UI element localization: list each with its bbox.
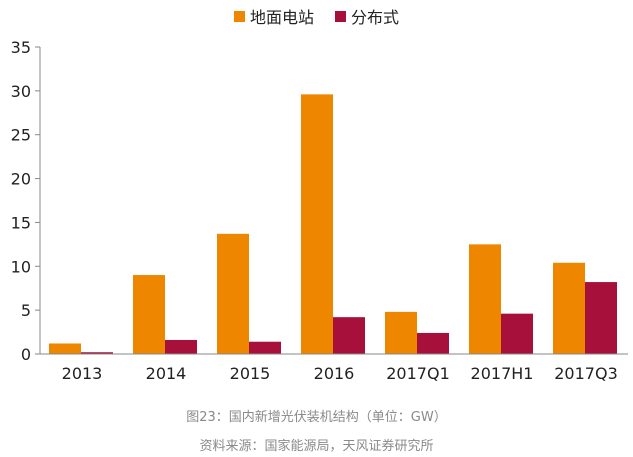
legend-swatch-series-1 <box>233 10 245 22</box>
bar-2016-series-1 <box>301 94 333 354</box>
y-tick-label: 5 <box>21 301 31 320</box>
bar-2017H1-series-1 <box>469 244 501 354</box>
figure-source: 资料来源：国家能源局，天风证券研究所 <box>199 439 434 454</box>
bar-2015-series-1 <box>217 233 249 354</box>
bar-2014-series-2 <box>165 339 197 354</box>
bar-2017Q3-series-2 <box>585 282 617 354</box>
y-tick-label: 35 <box>11 38 31 57</box>
y-tick-label: 20 <box>11 170 31 189</box>
bar-2017Q1-series-1 <box>385 311 417 354</box>
x-tick-label: 2017Q3 <box>554 364 618 383</box>
x-tick-label: 2013 <box>62 364 103 383</box>
bar-2016-series-2 <box>333 317 365 354</box>
x-tick-label: 2017Q1 <box>386 364 450 383</box>
x-tick-label: 2017H1 <box>471 364 534 383</box>
legend-swatch-series-2 <box>335 10 347 22</box>
legend-label-series-2: 分布式 <box>351 8 400 27</box>
bar-2014-series-1 <box>133 275 165 354</box>
legend-item-series-2: 分布式 <box>335 4 399 28</box>
bar-2015-series-2 <box>249 341 281 354</box>
x-tick-label: 2015 <box>230 364 271 383</box>
legend-label-series-1: 地面电站 <box>249 8 314 27</box>
y-tick-label: 15 <box>11 213 31 232</box>
bar-2017Q3-series-1 <box>553 262 585 354</box>
x-tick-label: 2014 <box>146 364 187 383</box>
chart-legend: 地面电站 分布式 <box>0 4 633 28</box>
bar-chart: 0 5 10 15 20 25 30 35 2013 2014 2015 2016 2017Q1 2017… <box>11 38 628 383</box>
legend-item-series-1: 地面电站 <box>233 4 314 28</box>
bar-2013-series-2 <box>81 352 113 354</box>
bar-2017Q1-series-2 <box>417 332 449 354</box>
y-tick-label: 25 <box>11 126 31 145</box>
bar-2013-series-1 <box>49 343 81 354</box>
y-tick-label: 10 <box>11 257 31 276</box>
y-tick-label: 0 <box>21 345 31 364</box>
x-tick-label: 2016 <box>314 364 355 383</box>
y-tick-label: 30 <box>11 82 31 101</box>
bar-2017H1-series-2 <box>501 313 533 354</box>
figure-title: 图23：国内新增光伏装机结构（单位：GW） <box>186 410 447 425</box>
